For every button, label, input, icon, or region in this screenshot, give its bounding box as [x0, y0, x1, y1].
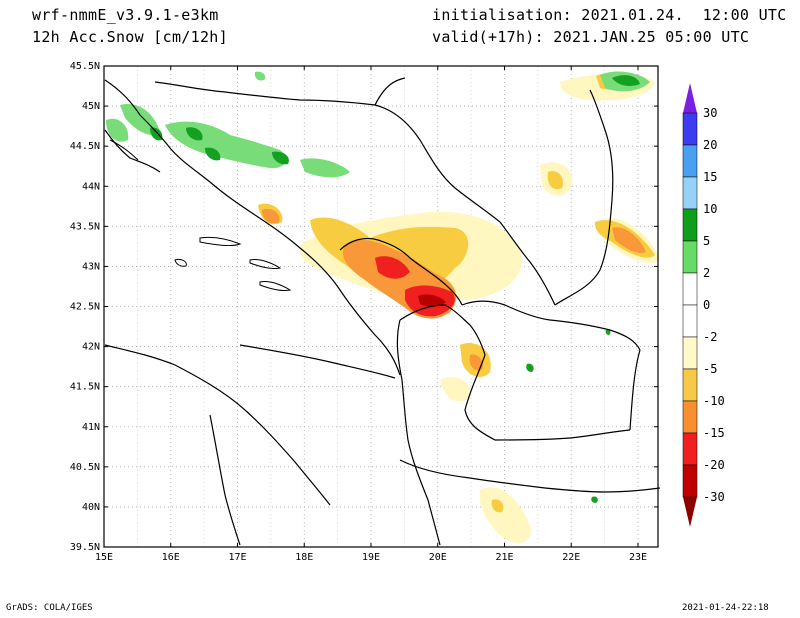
- colorbar-segment: [682, 432, 698, 466]
- snow-20-30cm: [418, 294, 446, 307]
- colorbar-segment: [682, 144, 698, 178]
- colorbar-label: 10: [703, 202, 717, 216]
- lon-tick-label: 16E: [162, 552, 180, 563]
- lon-tick-label: 20E: [429, 552, 447, 563]
- colorbar-label: 2: [703, 266, 710, 280]
- colorbar-label: -10: [703, 394, 725, 408]
- init-time: initialisation: 2021.01.24. 12:00 UTC: [432, 6, 787, 24]
- colorbar-label: -30: [703, 490, 725, 504]
- grads-credit: GrADS: COLA/IGES: [6, 603, 93, 613]
- colorbar-segment: [682, 272, 698, 306]
- colorbar-segment: [682, 208, 698, 242]
- lon-tick-label: 22E: [562, 552, 580, 563]
- lon-tick-label: 19E: [362, 552, 380, 563]
- lat-tick-label: 44N: [82, 181, 100, 192]
- colorbar-segment: [682, 400, 698, 434]
- lat-tick-label: 39.5N: [70, 542, 100, 553]
- colorbar-segment: [682, 240, 698, 274]
- lat-tick-label: 42N: [82, 342, 100, 353]
- lat-tick-label: 41.5N: [70, 382, 100, 393]
- snow-melt-5-10cm: [150, 75, 640, 503]
- lat-tick-label: 43.5N: [70, 221, 100, 232]
- axis-ticks: [103, 65, 658, 548]
- lat-tick-label: 45N: [82, 101, 100, 112]
- colorbar-segment: [682, 112, 698, 146]
- colorbar-label: 0: [703, 298, 710, 312]
- colorbar-segment: [682, 336, 698, 370]
- colorbar-segment: [682, 176, 698, 210]
- snow-accumulation-field: [106, 71, 660, 543]
- axis-labels: 45.5N 45N 44.5N 44N 43.5N 43N 42.5N 42N 41.5N 41N…: [70, 61, 647, 563]
- colorbar-label: 5: [703, 234, 710, 248]
- colorbar-top-arrow: [683, 83, 697, 113]
- lon-tick-label: 21E: [495, 552, 513, 563]
- colorbar-segment: [682, 304, 698, 338]
- lat-tick-label: 44.5N: [70, 141, 100, 152]
- islands: [109, 139, 292, 291]
- lat-tick-label: 40.5N: [70, 462, 100, 473]
- lat-tick-label: 41N: [82, 422, 100, 433]
- country-borders: [104, 77, 661, 546]
- lat-tick-label: 40N: [82, 502, 100, 513]
- valid-time: valid(+17h): 2021.JAN.25 05:00 UTC: [432, 28, 750, 46]
- colorbar-label: -2: [703, 330, 717, 344]
- timestamp: 2021-01-24-22:18: [682, 603, 769, 613]
- colorbar-label: 30: [703, 106, 717, 120]
- colorbar-label: 15: [703, 170, 717, 184]
- colorbar-label: 20: [703, 138, 717, 152]
- lon-tick-label: 18E: [295, 552, 313, 563]
- model-name: wrf-nmmE_v3.9.1-e3km: [32, 6, 219, 24]
- lon-tick-label: 23E: [629, 552, 647, 563]
- lon-tick-label: 15E: [95, 552, 113, 563]
- colorbar-label: -15: [703, 426, 725, 440]
- lat-tick-label: 45.5N: [70, 61, 100, 72]
- lon-tick-label: 17E: [228, 552, 246, 563]
- colorbar-segment: [682, 368, 698, 402]
- colorbar-segment: [682, 464, 698, 498]
- lat-tick-label: 43N: [82, 261, 100, 272]
- field-title: 12h Acc.Snow [cm/12h]: [32, 28, 228, 46]
- colorbar-label: -20: [703, 458, 725, 472]
- colorbar-bottom-arrow: [683, 497, 697, 527]
- lat-tick-label: 42.5N: [70, 302, 100, 313]
- colorbar-label: -5: [703, 362, 717, 376]
